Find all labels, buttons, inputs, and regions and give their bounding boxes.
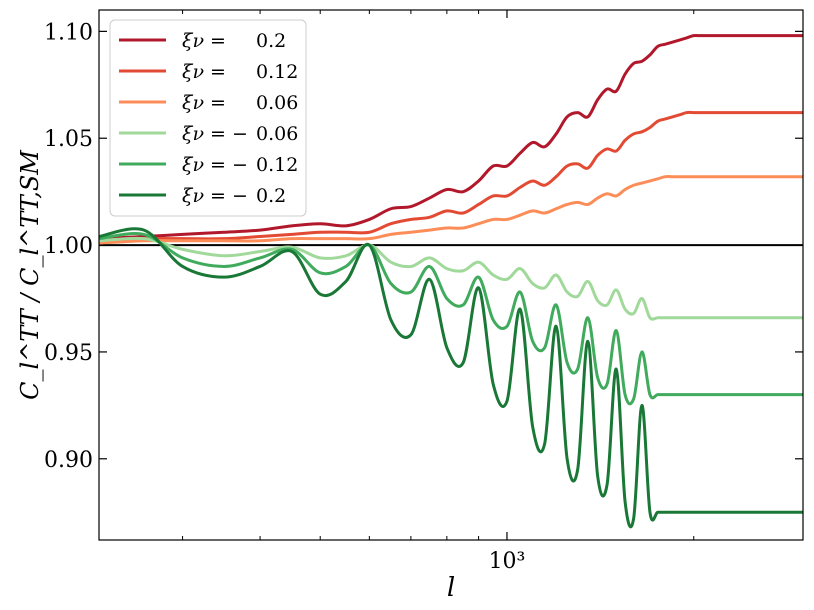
plot-frame [98,9,804,541]
legend-value-0: 0.2 [256,30,286,52]
series-layer [99,33,803,529]
series-line-5 [99,227,803,529]
series-line-1 [99,110,803,243]
legend-value-4: 0.12 [256,154,298,176]
legend: ξν = 0.2 ξν = 0.12 ξν = 0.06 ξν = − 0.06 ξν = − 0… [109,19,307,217]
legend-value-3: 0.06 [256,123,298,145]
series-line-0 [99,33,803,241]
series-line-4 [99,232,803,406]
legend-value-2: 0.06 [256,92,298,114]
legend-label-1: ξν = [182,61,226,83]
x-axis: 10³ [182,10,804,574]
legend-value-1: 0.12 [256,61,298,83]
legend-label-0: ξν = [182,30,226,52]
series-line-3 [99,236,803,321]
x-axis-label: l [447,573,455,603]
legend-label-2: ξν = [182,92,226,114]
y-axis-label-group: C_l^TT / C_l^TT,SM [16,149,44,400]
series-line-2 [99,175,803,245]
y-tick-label: 0.95 [44,341,93,366]
y-axis: 0.90 0.95 1.00 1.05 1.10 [44,20,803,473]
y-tick-label: 1.00 [44,234,93,259]
x-tick-label: 10³ [489,549,526,574]
legend-box [109,19,307,217]
legend-label-5: ξν = − [182,185,248,207]
y-tick-label: 1.10 [44,20,93,45]
legend-label-4: ξν = − [182,154,248,176]
y-tick-label: 1.05 [44,127,93,152]
y-axis-label: C_l^TT / C_l^TT,SM [16,149,44,400]
legend-label-3: ξν = − [182,123,248,145]
legend-value-5: 0.2 [256,185,286,207]
y-tick-label: 0.90 [44,448,93,473]
